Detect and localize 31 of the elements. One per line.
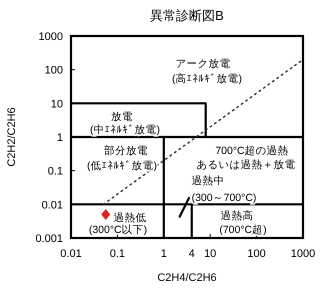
- annotation: 過熱高: [220, 209, 254, 222]
- x-tick-label: 1: [160, 248, 167, 260]
- y-tick-label: 1000: [38, 31, 63, 43]
- x-tick-label: 10: [204, 248, 216, 260]
- y-tick-label: 10: [50, 98, 63, 110]
- x-tick-label: 0.1: [110, 248, 126, 260]
- annotation: 過熱中: [192, 174, 224, 187]
- x-axis-title: C2H4/C2H6: [157, 272, 217, 284]
- chart-title: 異常診断図B: [150, 8, 224, 23]
- annotation: 過熱低: [114, 211, 146, 224]
- annotation: 放電: [111, 111, 133, 123]
- annotation: 部分放電: [104, 144, 148, 157]
- y-axis-title: C2H2/C2H6: [6, 107, 18, 167]
- y-tick-label: 100: [44, 64, 63, 77]
- y-tick-label: 0.001: [35, 233, 63, 245]
- annotation: (中ｴﾈﾙｷﾞ放電): [90, 123, 160, 136]
- annotation: アーク放電: [176, 58, 230, 70]
- y-tick-label: 0.1: [48, 166, 63, 178]
- annotation: (300～700°C): [192, 192, 256, 204]
- annotation: あるいは過熱＋放電: [196, 158, 296, 171]
- x-tick-label: 100: [247, 248, 266, 260]
- x-tick-label: 0.01: [60, 248, 82, 260]
- annotation: 700°C超の過熱: [215, 144, 289, 157]
- annotation: (高ｴﾈﾙｷﾞ放電): [172, 72, 242, 85]
- x-tick-label: 1000: [290, 248, 316, 260]
- y-tick-label: 0.01: [42, 199, 63, 212]
- annotation: (低ｴﾈﾙｷﾞ放電): [87, 159, 157, 172]
- y-tick-label: 1: [56, 132, 63, 144]
- annotation: (300°C以下): [88, 223, 148, 236]
- x-tick-label: 4: [188, 248, 195, 260]
- annotation: (700°C超): [219, 224, 267, 236]
